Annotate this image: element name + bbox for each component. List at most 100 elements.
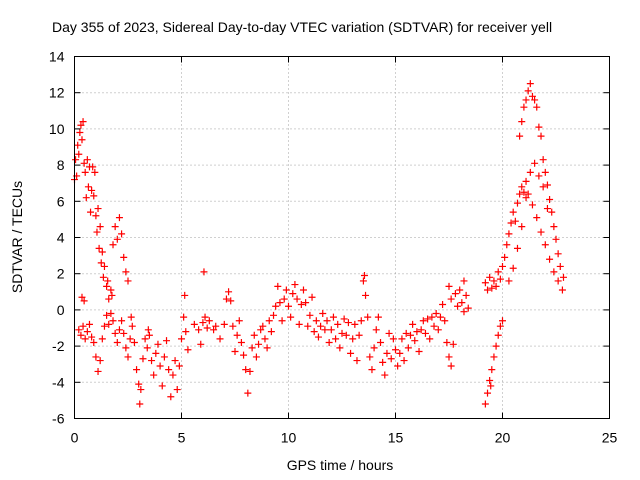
data-point [145,331,153,339]
grid [74,56,610,419]
data-point [158,382,166,390]
data-point [160,353,168,361]
data-point [439,300,447,308]
data-point [150,371,158,379]
data-point [304,322,312,330]
data-point [103,311,111,319]
data-point [197,340,205,348]
data-point [78,293,86,301]
x-tick-label: 15 [388,430,404,446]
data-point [120,253,128,261]
data-point [212,322,220,330]
data-point [509,208,517,216]
data-point [535,172,543,180]
data-point [541,168,549,176]
y-tick-label: -2 [52,338,65,354]
data-point [400,357,408,365]
data-point [327,326,335,334]
data-point [509,264,517,272]
data-point [137,386,145,394]
data-point [492,342,500,350]
data-point [340,315,348,323]
data-point [426,335,434,343]
data-point [75,326,83,334]
data-point [419,317,427,325]
data-point [355,331,363,339]
data-point [513,244,521,252]
data-point [531,96,539,104]
data-point [537,132,545,140]
data-point [103,282,111,290]
data-point [344,319,352,327]
data-point [107,310,115,318]
data-point [88,186,96,194]
data-point [93,228,101,236]
data-point [396,349,404,357]
data-point [299,286,307,294]
x-tick-label: 25 [602,430,618,446]
y-tick-label: 0 [57,302,65,318]
data-point [141,335,149,343]
data-point [334,320,342,328]
data-point [72,156,80,164]
data-point [494,331,502,339]
data-point [261,335,269,343]
data-point [291,281,299,289]
data-point [494,268,502,276]
data-point [118,230,126,238]
data-point [539,156,547,164]
data-point [165,366,173,374]
data-point [443,338,451,346]
data-point [79,118,87,126]
data-point [503,241,511,249]
data-point [235,317,243,325]
data-point [78,136,86,144]
data-point [80,159,88,167]
data-point [516,132,524,140]
data-point [488,366,496,374]
y-tick-label: 10 [49,121,65,137]
data-point [120,329,128,337]
data-point [87,208,95,216]
data-point [559,273,567,281]
data-point [526,168,534,176]
data-point [74,141,82,149]
data-point [127,313,135,321]
data-point [543,205,551,213]
data-point [84,183,92,191]
data-point [181,291,189,299]
data-point [306,311,314,319]
data-point [332,335,340,343]
data-point [122,268,130,276]
data-point [507,219,515,227]
data-point [293,295,301,303]
data-point [445,282,453,290]
data-point [413,328,421,336]
data-point [428,313,436,321]
data-point [203,324,211,332]
data-point [522,194,530,202]
data-point [233,331,241,339]
data-point [518,223,526,231]
data-point [90,338,98,346]
data-point [381,371,389,379]
data-point [94,367,102,375]
data-point [449,340,457,348]
data-point [447,295,455,303]
data-point [362,291,370,299]
data-point [82,194,90,202]
data-point [548,208,556,216]
data-point [200,268,208,276]
data-point [546,255,554,263]
data-point [95,244,103,252]
data-point [144,326,152,334]
x-tick-label: 5 [178,430,186,446]
data-point [94,205,102,213]
data-point [546,195,554,203]
data-point [128,322,136,330]
data-point [349,335,357,343]
data-point [265,317,273,325]
data-point [124,277,132,285]
data-point [80,297,88,305]
